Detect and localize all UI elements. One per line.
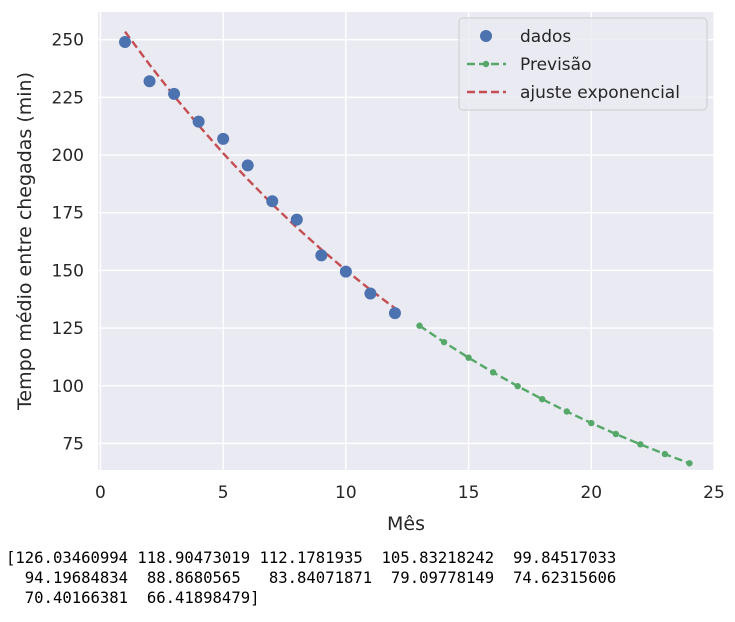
legend-label: ajuste exponencial: [520, 83, 680, 103]
legend-label: dados: [520, 27, 571, 47]
y-tick-label: 175: [52, 204, 84, 224]
y-tick-label: 125: [52, 319, 84, 339]
data-point: [364, 287, 377, 300]
y-tick-label: 100: [52, 377, 84, 397]
legend: dados Previsão ajuste exponencial: [458, 17, 708, 111]
x-axis-label: Mês: [387, 513, 425, 535]
y-axis-label: Tempo médio entre chegadas (min): [14, 72, 36, 411]
legend-marker: [482, 60, 490, 68]
data-point: [217, 132, 230, 145]
data-point: [388, 307, 401, 320]
forecast-point: [416, 322, 423, 329]
data-point: [168, 87, 181, 100]
forecast-line: [418, 324, 690, 465]
data-point: [315, 249, 328, 262]
forecast-point: [465, 354, 472, 361]
data-point: [118, 35, 131, 48]
forecast-point: [612, 430, 620, 438]
x-tick-label: 20: [580, 483, 602, 503]
console-output: [126.03460994 118.90473019 112.1781935 1…: [6, 549, 617, 607]
forecast-point: [440, 338, 448, 346]
x-tick-label: 0: [95, 483, 106, 503]
chart: 0 5 10 15 20 25 75 100 125 150 175 200 225 250 Mês Te…: [14, 12, 725, 535]
y-tick-label: 250: [52, 31, 84, 51]
forecast-point: [489, 369, 497, 376]
legend-marker: [480, 30, 492, 42]
data-point: [339, 265, 352, 278]
forecast-point: [588, 419, 595, 427]
forecast-point: [661, 450, 669, 458]
data-point: [143, 75, 156, 88]
x-tick-label: 10: [335, 483, 357, 503]
y-tick-label: 225: [52, 88, 84, 108]
data-point: [266, 195, 279, 208]
forecast-point: [563, 408, 570, 415]
forecast-point: [637, 441, 644, 448]
grid: [98, 12, 715, 470]
x-tick-label: 15: [458, 483, 480, 503]
forecast-point: [686, 460, 693, 467]
y-tick-label: 200: [52, 146, 84, 166]
series-layer: [118, 30, 693, 467]
data-point: [192, 115, 205, 128]
forecast-point: [514, 382, 521, 390]
forecast-point: [539, 395, 546, 403]
legend-label: Previsão: [520, 55, 592, 75]
y-tick-label: 75: [62, 434, 84, 454]
x-tick-label: 25: [703, 483, 725, 503]
legend-box: [458, 17, 708, 111]
data-point: [241, 159, 254, 172]
y-tick-label: 150: [52, 261, 84, 281]
ticks: 0 5 10 15 20 25 75 100 125 150 175 200 225 250: [52, 31, 725, 503]
data-point: [290, 213, 303, 226]
x-tick-label: 5: [218, 483, 229, 503]
